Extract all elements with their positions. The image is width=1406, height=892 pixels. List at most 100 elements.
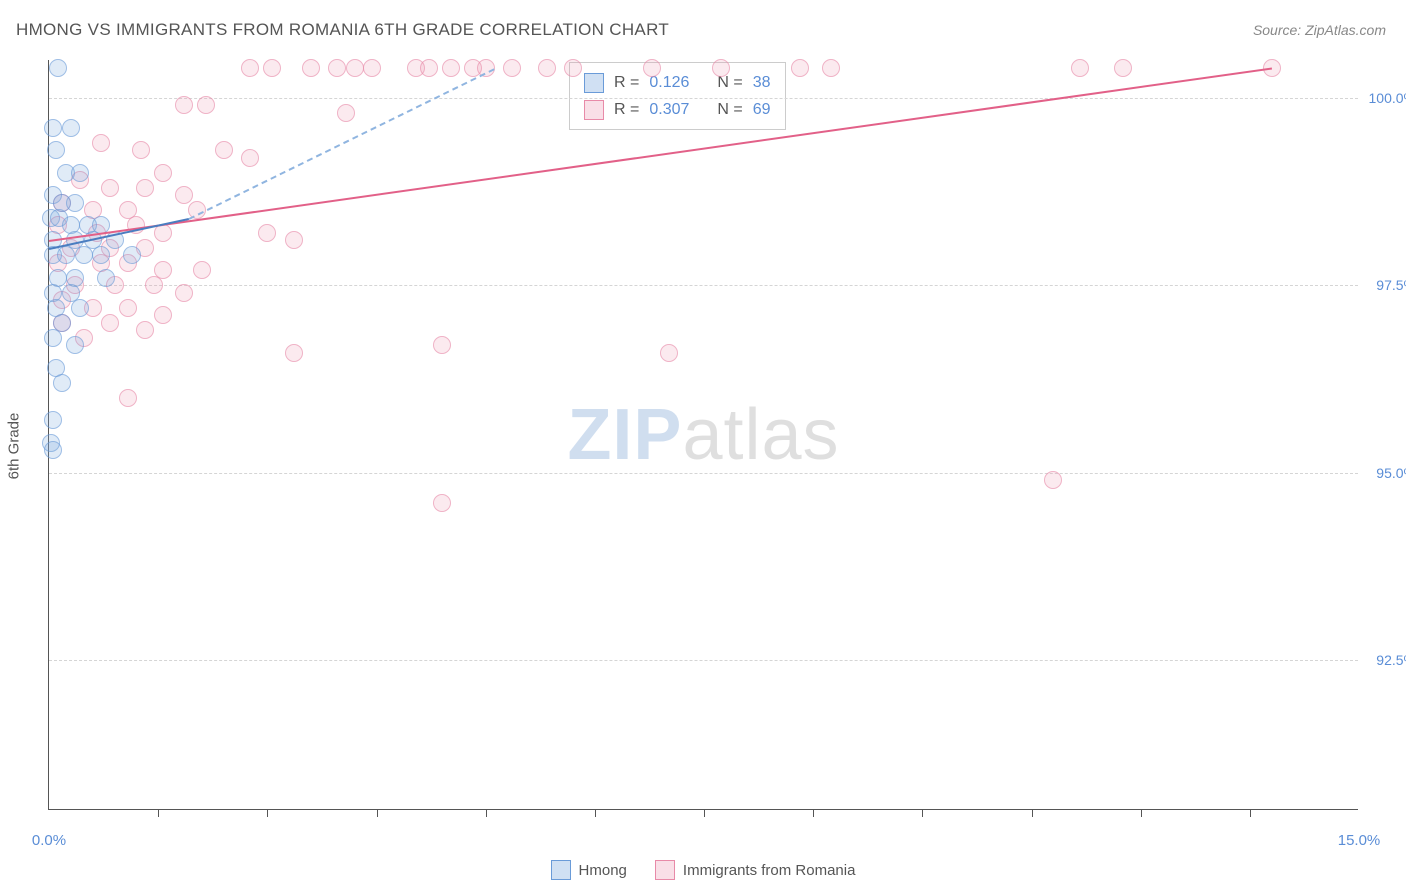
x-tick — [377, 809, 378, 817]
scatter-point — [119, 389, 137, 407]
scatter-point — [47, 141, 65, 159]
scatter-point — [71, 164, 89, 182]
scatter-point — [44, 411, 62, 429]
n-value-blue: 38 — [753, 69, 771, 96]
scatter-point — [1044, 471, 1062, 489]
chart-container: HMONG VS IMMIGRANTS FROM ROMANIA 6TH GRA… — [0, 0, 1406, 892]
scatter-point — [175, 96, 193, 114]
scatter-point — [145, 276, 163, 294]
scatter-point — [564, 59, 582, 77]
stats-legend-row-blue: R = 0.126 N = 38 — [584, 69, 771, 96]
scatter-point — [285, 231, 303, 249]
x-tick — [922, 809, 923, 817]
scatter-point — [346, 59, 364, 77]
legend-label-romania: Immigrants from Romania — [683, 862, 856, 879]
x-tick — [704, 809, 705, 817]
stats-legend-row-pink: R = 0.307 N = 69 — [584, 96, 771, 123]
scatter-point — [822, 59, 840, 77]
scatter-point — [71, 299, 89, 317]
scatter-point — [44, 329, 62, 347]
x-tick-label-left: 0.0% — [32, 832, 66, 849]
scatter-point — [712, 59, 730, 77]
x-tick — [595, 809, 596, 817]
y-tick-label: 97.5% — [1376, 277, 1406, 293]
scatter-point — [215, 141, 233, 159]
n-value-pink: 69 — [753, 96, 771, 123]
legend-item-romania: Immigrants from Romania — [655, 860, 856, 880]
x-tick — [1250, 809, 1251, 817]
x-tick — [486, 809, 487, 817]
scatter-point — [241, 149, 259, 167]
y-tick-label: 95.0% — [1376, 465, 1406, 481]
watermark-atlas: atlas — [682, 395, 839, 475]
scatter-point — [643, 59, 661, 77]
swatch-pink-icon — [655, 860, 675, 880]
stats-legend: R = 0.126 N = 38 R = 0.307 N = 69 — [569, 62, 786, 130]
scatter-point — [92, 246, 110, 264]
r-value-pink: 0.307 — [649, 96, 689, 123]
scatter-point — [175, 284, 193, 302]
scatter-point — [258, 224, 276, 242]
scatter-point — [1114, 59, 1132, 77]
watermark: ZIPatlas — [567, 394, 839, 476]
scatter-point — [538, 59, 556, 77]
swatch-blue-icon — [584, 73, 604, 93]
x-tick-label-right: 15.0% — [1338, 832, 1381, 849]
scatter-point — [302, 59, 320, 77]
scatter-point — [263, 59, 281, 77]
y-axis-label: 6th Grade — [6, 413, 23, 480]
scatter-point — [101, 314, 119, 332]
scatter-point — [62, 119, 80, 137]
scatter-point — [197, 96, 215, 114]
legend-label-hmong: Hmong — [579, 862, 627, 879]
x-tick — [813, 809, 814, 817]
chart-title: HMONG VS IMMIGRANTS FROM ROMANIA 6TH GRA… — [16, 20, 669, 40]
n-label: N = — [717, 96, 742, 123]
scatter-point — [53, 374, 71, 392]
scatter-point — [154, 164, 172, 182]
scatter-point — [49, 59, 67, 77]
scatter-point — [154, 306, 172, 324]
plot-area: ZIPatlas R = 0.126 N = 38 R = 0.307 N = … — [48, 60, 1358, 810]
scatter-point — [92, 134, 110, 152]
x-tick — [267, 809, 268, 817]
scatter-point — [123, 246, 141, 264]
gridline — [49, 660, 1358, 661]
scatter-point — [420, 59, 438, 77]
y-tick-label: 100.0% — [1369, 90, 1406, 106]
gridline — [49, 473, 1358, 474]
swatch-pink-icon — [584, 100, 604, 120]
swatch-blue-icon — [551, 860, 571, 880]
scatter-point — [791, 59, 809, 77]
scatter-point — [193, 261, 211, 279]
watermark-zip: ZIP — [567, 395, 682, 475]
scatter-point — [119, 299, 137, 317]
source-attribution: Source: ZipAtlas.com — [1253, 22, 1386, 38]
scatter-point — [660, 344, 678, 362]
scatter-point — [44, 119, 62, 137]
scatter-point — [101, 179, 119, 197]
scatter-point — [57, 246, 75, 264]
trendline — [188, 68, 495, 220]
r-label: R = — [614, 69, 639, 96]
scatter-point — [66, 194, 84, 212]
scatter-point — [442, 59, 460, 77]
scatter-point — [75, 246, 93, 264]
scatter-point — [132, 141, 150, 159]
gridline — [49, 285, 1358, 286]
scatter-point — [66, 336, 84, 354]
scatter-point — [241, 59, 259, 77]
r-label: R = — [614, 96, 639, 123]
gridline — [49, 98, 1358, 99]
scatter-point — [337, 104, 355, 122]
x-tick — [158, 809, 159, 817]
x-tick — [1032, 809, 1033, 817]
scatter-point — [1071, 59, 1089, 77]
legend-item-hmong: Hmong — [551, 860, 627, 880]
scatter-point — [433, 336, 451, 354]
scatter-point — [136, 179, 154, 197]
scatter-point — [363, 59, 381, 77]
y-tick-label: 92.5% — [1376, 652, 1406, 668]
scatter-point — [503, 59, 521, 77]
scatter-point — [433, 494, 451, 512]
